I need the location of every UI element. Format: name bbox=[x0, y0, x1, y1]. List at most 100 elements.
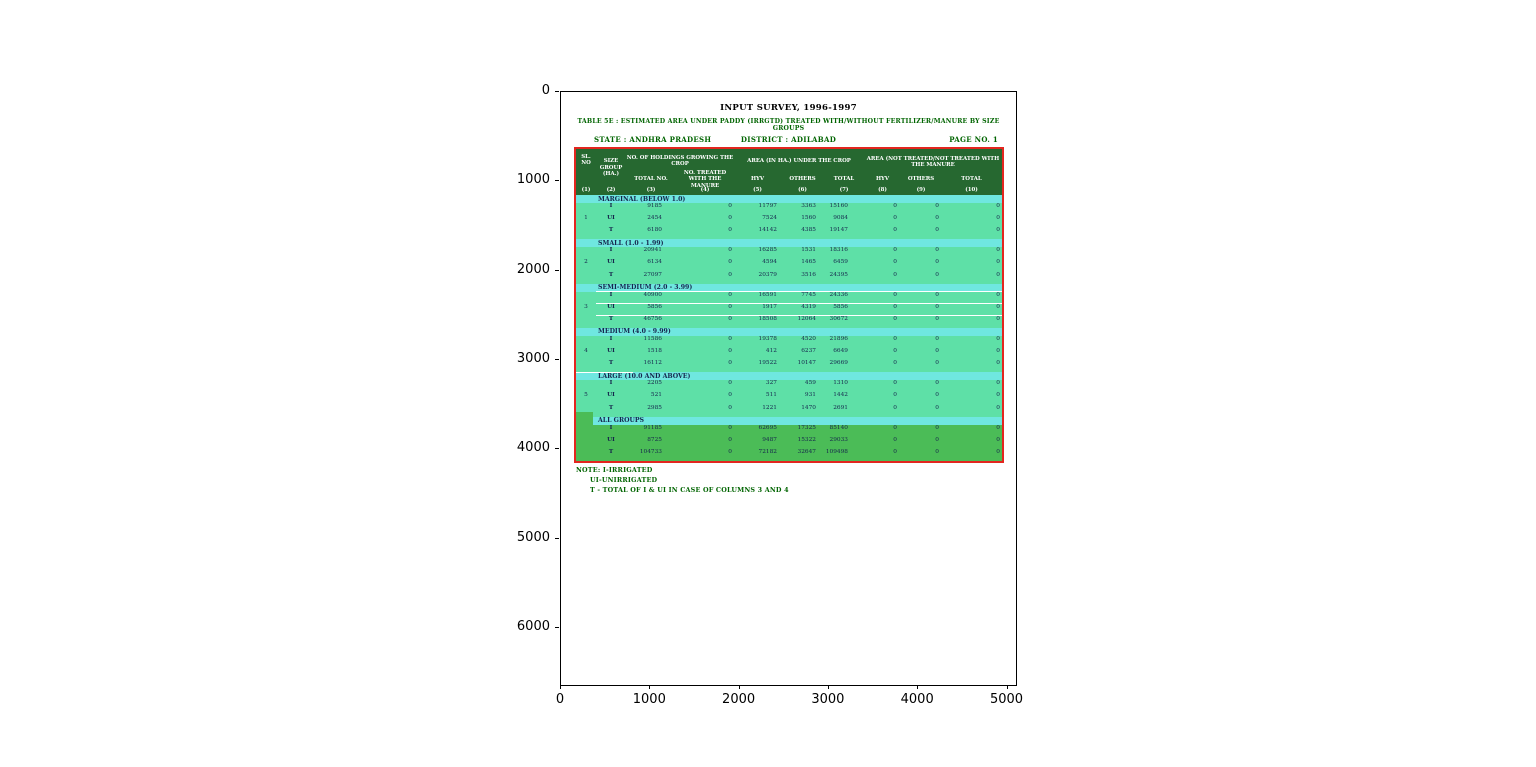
cell-value: 104733 bbox=[639, 448, 662, 455]
group-rows-background bbox=[576, 424, 1002, 461]
x-tick-label: 2000 bbox=[722, 692, 756, 707]
cell-value: 0 bbox=[935, 303, 939, 310]
row-type-label: I bbox=[609, 203, 613, 209]
y-tick-label: 6000 bbox=[516, 618, 550, 634]
cell-value: 6649 bbox=[833, 348, 848, 355]
cell-value: 15322 bbox=[797, 436, 816, 443]
row-type-label: I bbox=[609, 335, 613, 342]
cell-value: 0 bbox=[728, 259, 732, 266]
cell-value: 1310 bbox=[833, 380, 848, 387]
group-rows-background bbox=[576, 247, 1002, 284]
group-serial-number: 3 bbox=[584, 303, 588, 310]
cell-value: 931 bbox=[804, 392, 816, 399]
cell-value: 0 bbox=[935, 360, 939, 367]
row-separator-line bbox=[596, 303, 1002, 305]
x-tick-label: 3000 bbox=[811, 692, 845, 707]
group-header-row bbox=[576, 372, 1002, 381]
cell-value: 0 bbox=[935, 424, 939, 431]
cell-value: 0 bbox=[935, 380, 939, 387]
cell-value: 0 bbox=[935, 291, 939, 298]
cell-value: 19147 bbox=[829, 227, 848, 234]
cell-value: 27097 bbox=[643, 271, 662, 278]
cell-value: 0 bbox=[728, 436, 732, 443]
y-tick-label: 5000 bbox=[516, 529, 550, 545]
cell-value: 0 bbox=[728, 392, 732, 399]
header-column-number: (5) bbox=[753, 187, 762, 194]
cell-value: 0 bbox=[728, 303, 732, 310]
cell-value: 91185 bbox=[643, 424, 662, 431]
header-column-number: (10) bbox=[965, 187, 978, 194]
cell-value: 2985 bbox=[647, 404, 662, 411]
x-tick-mark bbox=[1006, 685, 1008, 689]
cell-value: 9084 bbox=[833, 215, 848, 222]
cell-value: 6180 bbox=[647, 227, 662, 234]
header-subcolumn: TOTAL NO. bbox=[634, 176, 668, 183]
header-size-group: SIZE GROUP (HA.) bbox=[599, 158, 623, 178]
cell-value: 0 bbox=[728, 227, 732, 234]
cell-value: 24395 bbox=[829, 271, 848, 278]
cell-value: 0 bbox=[996, 404, 1000, 411]
header-subcolumn: NO. TREATED WITH THE MANURE bbox=[683, 169, 727, 189]
cell-value: 18316 bbox=[829, 247, 848, 254]
header-sl-no: SL. NO bbox=[581, 153, 591, 166]
cell-value: 0 bbox=[893, 291, 897, 298]
row-type-label: T bbox=[608, 448, 614, 455]
header-area-group: AREA (IN HA.) UNDER THE CROP bbox=[747, 157, 851, 164]
cell-value: 0 bbox=[996, 291, 1000, 298]
note-line-3: T - TOTAL OF I & UI IN CASE OF COLUMNS 3… bbox=[590, 486, 789, 494]
row-type-label: T bbox=[608, 315, 614, 322]
cell-value: 0 bbox=[893, 448, 897, 455]
header-subcolumn: TOTAL bbox=[961, 176, 982, 183]
cell-value: 0 bbox=[893, 404, 897, 411]
cell-value: 0 bbox=[893, 392, 897, 399]
row-type-label: UI bbox=[607, 215, 615, 222]
cell-value: 3363 bbox=[801, 203, 816, 209]
cell-value: 0 bbox=[996, 303, 1000, 310]
all-groups-left-block bbox=[576, 412, 593, 461]
cell-value: 30672 bbox=[829, 315, 848, 322]
cell-value: 0 bbox=[893, 424, 897, 431]
cell-value: 29669 bbox=[829, 360, 848, 367]
cell-value: 1917 bbox=[762, 303, 777, 310]
cell-value: 18508 bbox=[758, 315, 777, 322]
cell-value: 0 bbox=[893, 335, 897, 342]
cell-value: 109498 bbox=[825, 448, 848, 455]
group-header-row bbox=[576, 327, 1002, 336]
cell-value: 0 bbox=[935, 203, 939, 209]
cell-value: 0 bbox=[996, 203, 1000, 209]
header-untreated-group: AREA (NOT TREATED/NOT TREATED WITH THE M… bbox=[866, 155, 1000, 168]
row-type-label: I bbox=[609, 380, 613, 387]
cell-value: 0 bbox=[893, 303, 897, 310]
cell-value: 0 bbox=[996, 436, 1000, 443]
header-column-number: (3) bbox=[646, 187, 656, 194]
size-group-label: ALL GROUPS bbox=[598, 417, 644, 425]
row-separator-line bbox=[596, 291, 1002, 293]
cell-value: 7745 bbox=[801, 291, 816, 298]
cell-value: 0 bbox=[935, 215, 939, 222]
header-subcolumn: HYV bbox=[750, 176, 765, 183]
cell-value: 0 bbox=[996, 247, 1000, 254]
cell-value: 16591 bbox=[758, 291, 777, 298]
cell-value: 4594 bbox=[762, 259, 777, 266]
cell-value: 0 bbox=[935, 436, 939, 443]
row-type-label: T bbox=[608, 271, 614, 278]
cell-value: 4520 bbox=[801, 335, 816, 342]
survey-table: SL. NO SIZE GROUP (HA.) NO. OF HOLDINGS GR… bbox=[574, 147, 1004, 463]
cell-value: 1442 bbox=[833, 392, 848, 399]
cell-value: 20941 bbox=[643, 247, 662, 254]
cell-value: 0 bbox=[893, 271, 897, 278]
cell-value: 0 bbox=[893, 360, 897, 367]
x-tick-label: 4000 bbox=[900, 692, 934, 707]
cell-value: 46756 bbox=[643, 315, 662, 322]
cell-value: 10147 bbox=[797, 360, 816, 367]
cell-value: 0 bbox=[893, 203, 897, 209]
header-column-number: (2) bbox=[606, 187, 616, 194]
cell-value: 0 bbox=[728, 271, 732, 278]
header-column-number: (4) bbox=[700, 187, 710, 194]
cell-value: 0 bbox=[893, 259, 897, 266]
cell-value: 0 bbox=[935, 271, 939, 278]
header-subcolumn: OTHERS bbox=[789, 176, 816, 183]
cell-value: 459 bbox=[804, 380, 816, 387]
plot-axes: INPUT SURVEY, 1996-1997 TABLE 5E : ESTIM… bbox=[560, 91, 1017, 686]
